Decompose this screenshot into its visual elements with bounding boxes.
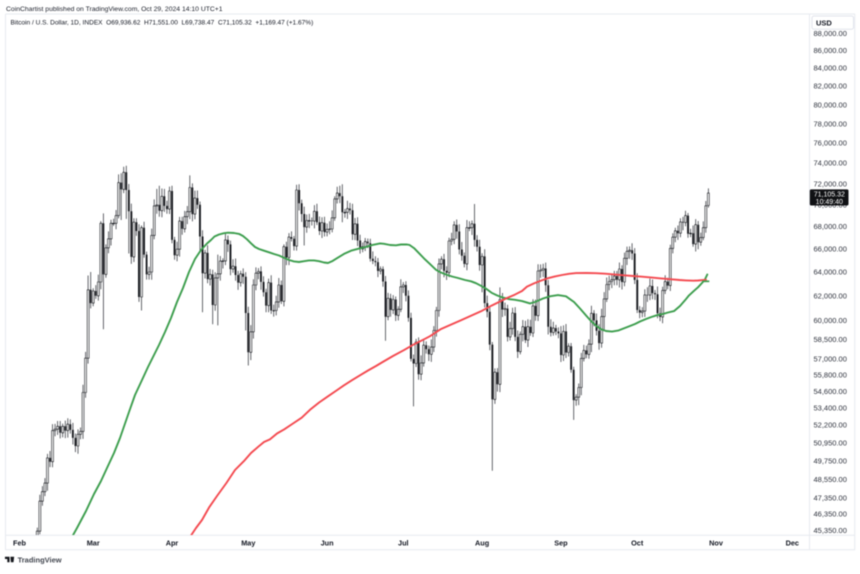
svg-text:54,600.00: 54,600.00: [814, 387, 847, 396]
svg-text:TradingView: TradingView: [18, 555, 62, 564]
svg-text:Sep: Sep: [554, 538, 568, 547]
svg-text:Jun: Jun: [321, 538, 334, 547]
svg-text:Feb: Feb: [13, 538, 27, 547]
svg-text:49,750.00: 49,750.00: [814, 457, 847, 466]
svg-text:Bitcoin / U.S. Dollar, 1D, IND: Bitcoin / U.S. Dollar, 1D, INDEX O69,936…: [11, 20, 314, 27]
svg-text:84,000.00: 84,000.00: [814, 64, 847, 73]
svg-text:72,000.00: 72,000.00: [814, 179, 847, 188]
svg-text:Jul: Jul: [398, 538, 409, 547]
svg-text:CoinChartist published on Trad: CoinChartist published on TradingView.co…: [6, 6, 223, 13]
svg-text:55,800.00: 55,800.00: [814, 371, 847, 380]
svg-text:USD: USD: [816, 18, 832, 27]
svg-text:71,105.32: 71,105.32: [814, 192, 845, 199]
svg-text:82,000.00: 82,000.00: [814, 82, 847, 91]
svg-text:68,000.00: 68,000.00: [814, 222, 847, 231]
svg-text:48,550.00: 48,550.00: [814, 475, 847, 484]
svg-text:66,000.00: 66,000.00: [814, 245, 847, 254]
svg-text:Aug: Aug: [475, 538, 489, 547]
svg-text:64,000.00: 64,000.00: [814, 268, 847, 277]
svg-text:47,350.00: 47,350.00: [814, 494, 847, 503]
svg-text:78,000.00: 78,000.00: [814, 119, 847, 128]
svg-text:Apr: Apr: [166, 538, 179, 547]
svg-text:57,000.00: 57,000.00: [814, 355, 847, 364]
svg-text:45,350.00: 45,350.00: [814, 526, 847, 535]
svg-text:46,350.00: 46,350.00: [814, 510, 847, 519]
svg-text:76,000.00: 76,000.00: [814, 139, 847, 148]
svg-text:53,400.00: 53,400.00: [814, 403, 847, 412]
svg-text:58,500.00: 58,500.00: [814, 335, 847, 344]
svg-text:Mar: Mar: [87, 538, 100, 547]
svg-text:52,200.00: 52,200.00: [814, 421, 847, 430]
svg-text:Dec: Dec: [786, 538, 799, 547]
svg-text:50,950.00: 50,950.00: [814, 439, 847, 448]
svg-text:60,000.00: 60,000.00: [814, 316, 847, 325]
svg-text:Oct: Oct: [631, 538, 644, 547]
svg-text:10:49:40: 10:49:40: [816, 199, 843, 206]
svg-text:74,000.00: 74,000.00: [814, 159, 847, 168]
svg-text:May: May: [241, 538, 256, 547]
svg-text:80,000.00: 80,000.00: [814, 100, 847, 109]
svg-text:Nov: Nov: [709, 538, 724, 547]
svg-text:88,000.00: 88,000.00: [814, 29, 847, 38]
svg-text:62,000.00: 62,000.00: [814, 291, 847, 300]
svg-text:86,000.00: 86,000.00: [814, 46, 847, 55]
